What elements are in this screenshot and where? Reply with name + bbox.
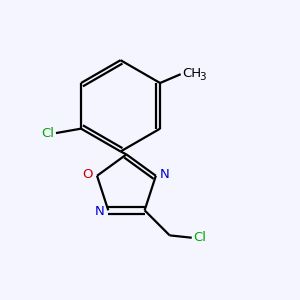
Text: O: O xyxy=(82,168,93,181)
Text: N: N xyxy=(159,168,169,181)
Text: Cl: Cl xyxy=(193,231,206,244)
Text: N: N xyxy=(95,205,105,218)
Text: Cl: Cl xyxy=(41,127,55,140)
Text: CH: CH xyxy=(182,67,201,80)
Text: 3: 3 xyxy=(200,72,206,82)
